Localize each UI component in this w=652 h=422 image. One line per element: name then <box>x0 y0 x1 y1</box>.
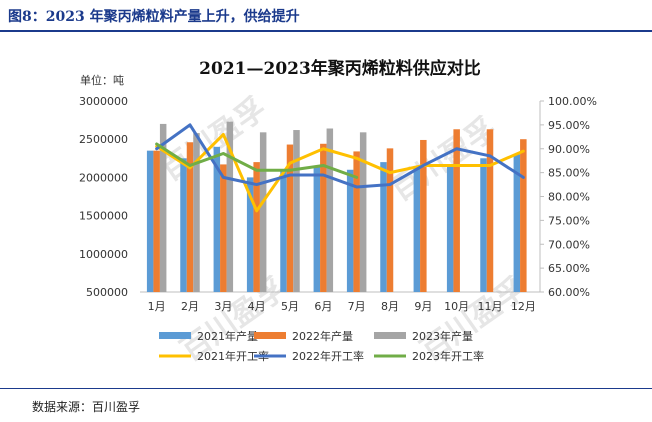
y-tick-label: 500000 <box>86 286 128 299</box>
x-tick-label: 4月 <box>248 300 266 313</box>
bar <box>453 129 460 292</box>
top-rule <box>0 30 652 32</box>
y2-tick-label: 85.00% <box>548 167 590 180</box>
bar <box>420 139 427 292</box>
bar <box>520 139 527 292</box>
bar <box>253 162 260 292</box>
x-tick-label: 5月 <box>281 300 299 313</box>
y2-tick-label: 80.00% <box>548 191 590 204</box>
legend: 2021年产量 2022年产量 2023年产量 2021年开工率 2022年开工率 202… <box>159 329 484 363</box>
y-tick-label: 2000000 <box>79 171 128 184</box>
y2-tick-label: 75.00% <box>548 214 590 227</box>
legend-label: 2021年产量 <box>197 329 258 343</box>
x-axis-ticks: 1月 2月 3月 4月 5月 6月 7月 8月 9月 10月 11月 12月 <box>148 300 536 313</box>
line-series <box>155 123 525 213</box>
source-note: 数据来源：百川盈孚 <box>32 400 141 414</box>
legend-swatch <box>254 332 286 339</box>
bar <box>313 165 321 292</box>
y2-tick-label: 95.00% <box>548 119 590 132</box>
bar <box>213 146 221 292</box>
bar <box>146 150 154 292</box>
y2-tick-label: 70.00% <box>548 238 590 251</box>
y-tick-label: 1000000 <box>79 248 128 261</box>
right-axis-ticks: 100.00% 95.00% 90.00% 85.00% 80.00% 75.00% 70.… <box>539 95 597 299</box>
bar <box>186 142 194 292</box>
bar <box>320 143 327 292</box>
x-tick-label: 6月 <box>314 300 332 313</box>
x-tick-label: 7月 <box>348 300 366 313</box>
x-tick-label: 2月 <box>181 300 199 313</box>
y2-tick-label: 100.00% <box>548 95 597 108</box>
bar <box>413 165 421 292</box>
series-line <box>155 123 525 189</box>
y2-tick-label: 60.00% <box>548 286 590 299</box>
bar <box>280 169 287 292</box>
legend-label: 2023年产量 <box>412 329 473 343</box>
bar <box>326 128 334 292</box>
legend-label: 2021年开工率 <box>197 349 269 363</box>
bar <box>286 144 294 292</box>
series-line <box>155 132 525 213</box>
series-line <box>155 142 359 179</box>
bar <box>513 154 521 292</box>
bar <box>259 132 267 292</box>
bar <box>153 150 160 292</box>
bar <box>353 151 360 292</box>
x-tick-label: 9月 <box>414 300 432 313</box>
x-tick-label: 1月 <box>148 300 166 313</box>
bar <box>159 123 167 292</box>
bar <box>193 133 200 292</box>
y-tick-label: 1500000 <box>79 210 128 223</box>
bar <box>380 162 387 292</box>
y-tick-label: 3000000 <box>79 95 128 108</box>
bar <box>359 132 367 292</box>
chart-title: 2021—2023年聚丙烯粒料供应对比 <box>199 58 481 79</box>
x-tick-label: 10月 <box>444 300 469 313</box>
y-tick-label: 2500000 <box>79 133 128 146</box>
bar-series <box>146 121 527 293</box>
bottom-rule <box>0 388 652 389</box>
bar <box>386 148 394 292</box>
legend-label: 2022年开工率 <box>292 349 364 363</box>
figure-title: 图8：2023 年聚丙烯粒料产量上升，供给提升 <box>8 9 300 25</box>
bar <box>480 158 487 292</box>
legend-swatch <box>374 332 406 339</box>
bar <box>293 130 300 292</box>
y-axis-unit-label: 单位：吨 <box>80 73 124 87</box>
legend-swatch <box>159 332 191 339</box>
x-tick-label: 12月 <box>511 300 536 313</box>
x-tick-label: 11月 <box>478 300 503 313</box>
bar <box>246 177 254 292</box>
legend-label: 2022年产量 <box>292 329 353 343</box>
bar <box>446 165 454 292</box>
bar <box>226 121 234 293</box>
bar <box>486 129 494 292</box>
bar <box>220 164 227 292</box>
legend-label: 2023年开工率 <box>412 349 484 363</box>
x-tick-label: 3月 <box>214 300 232 313</box>
bar <box>180 158 187 292</box>
x-tick-label: 8月 <box>381 300 399 313</box>
left-axis-ticks: 3000000 2500000 2000000 1500000 1000000 50000… <box>79 95 128 299</box>
y2-tick-label: 90.00% <box>548 143 590 156</box>
bar <box>346 169 354 292</box>
y2-tick-label: 65.00% <box>548 262 590 275</box>
